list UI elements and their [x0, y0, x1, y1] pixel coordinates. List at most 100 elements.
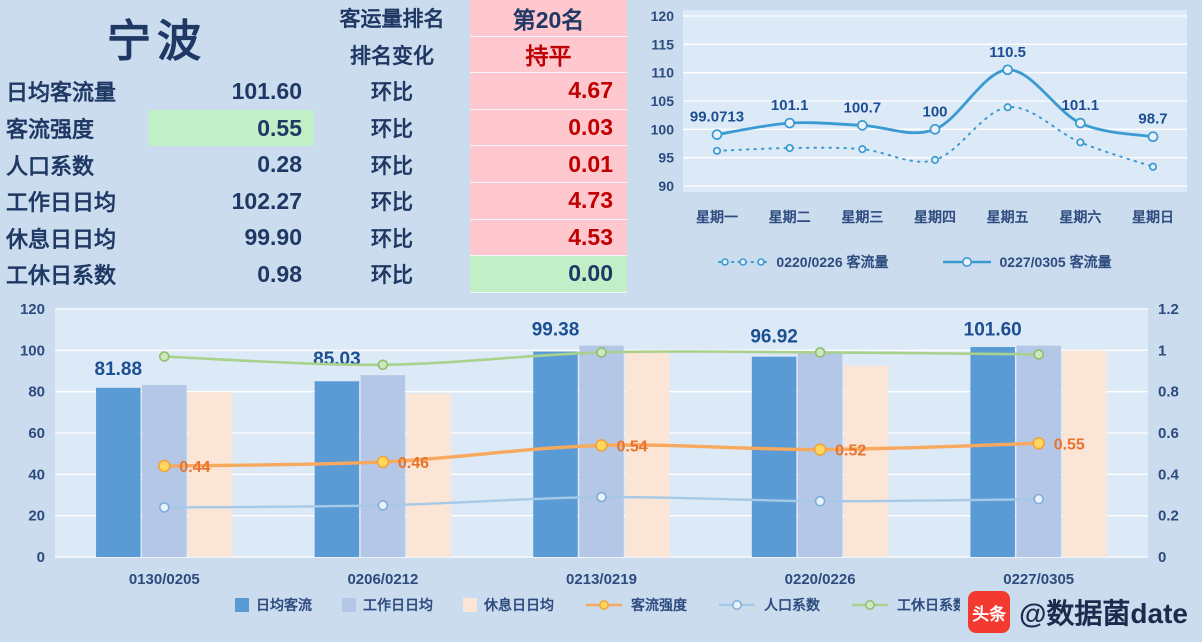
svg-text:星期四: 星期四: [914, 209, 956, 225]
solid-line-icon: [942, 257, 991, 267]
svg-text:星期一: 星期一: [696, 209, 738, 225]
svg-text:星期二: 星期二: [769, 209, 811, 225]
weekly-chart-canvas: 90 95 100 105 110 115 120 星期一 星期二 星期三 星期四 星期五 星期六 星期日…: [651, 8, 1187, 225]
ratio-label: 环比: [371, 264, 413, 288]
legend-item-bar-1: 工作日日均: [342, 595, 433, 615]
stat-label-restday-avg: 休息日日均: [6, 226, 117, 252]
svg-text:100: 100: [20, 342, 45, 359]
stat-label-flow-intensity: 客流强度: [6, 117, 95, 143]
svg-text:0227/0305: 0227/0305: [1003, 571, 1074, 588]
bar-swatch-icon: [235, 598, 249, 612]
ratio-label: 环比: [371, 118, 413, 142]
svg-text:99.0713: 99.0713: [690, 109, 744, 126]
stat-label-population-coef: 人口系数: [6, 153, 95, 179]
legend-item-current-week: 0227/0305 客流量: [941, 252, 1112, 272]
svg-text:星期五: 星期五: [987, 209, 1029, 225]
stat-value-workday-avg: 102.27: [231, 187, 302, 214]
ratio-label: 环比: [371, 81, 413, 105]
ratio-label: 环比: [371, 191, 413, 215]
dotted-line-icon: [718, 258, 769, 266]
svg-text:0130/0205: 0130/0205: [129, 571, 200, 588]
stat-delta-daily-flow: 4.67: [470, 73, 627, 110]
svg-text:100.7: 100.7: [844, 99, 882, 116]
rank-label: 客运量排名: [339, 8, 445, 32]
stat-delta-workday-avg: 4.73: [470, 182, 627, 220]
legend-label: 0227/0305 客流量: [999, 254, 1112, 270]
line-swatch-icon: [719, 600, 755, 610]
svg-text:0.4: 0.4: [1158, 466, 1180, 483]
svg-text:100: 100: [922, 103, 947, 120]
line-swatch-icon: [852, 600, 888, 610]
svg-text:0: 0: [37, 549, 45, 566]
svg-text:星期六: 星期六: [1059, 209, 1101, 225]
svg-text:100: 100: [651, 121, 675, 137]
svg-text:0.52: 0.52: [835, 443, 866, 460]
svg-text:20: 20: [28, 508, 45, 525]
svg-text:40: 40: [28, 466, 45, 483]
legend-label: 人口系数: [764, 597, 820, 613]
city-name: 宁波: [107, 16, 207, 66]
stat-value-population-coef: 0.28: [257, 151, 302, 178]
svg-text:0213/0219: 0213/0219: [566, 571, 637, 588]
rank-change-label: 排名变化: [350, 44, 434, 68]
svg-text:星期三: 星期三: [841, 209, 883, 225]
weekly-line-chart: 90 95 100 105 110 115 120 星期一 星期二 星期三 星期四 星期五 星期六 星期日…: [627, 0, 1202, 295]
legend-item-line-1: 人口系数: [717, 595, 820, 615]
svg-text:0.55: 0.55: [1054, 436, 1085, 453]
line-swatch-icon: [586, 600, 622, 610]
svg-text:96.92: 96.92: [750, 326, 798, 347]
svg-text:90: 90: [658, 178, 674, 194]
legend-label: 客流强度: [631, 597, 687, 613]
svg-text:120: 120: [651, 8, 675, 24]
rank-change-value: 持平: [470, 36, 627, 74]
svg-text:1: 1: [1158, 342, 1166, 359]
stat-label-workrest-coef: 工休日系数: [6, 263, 117, 289]
svg-text:0220/0226: 0220/0226: [785, 571, 856, 588]
svg-text:1.2: 1.2: [1158, 301, 1179, 318]
svg-text:95: 95: [658, 150, 674, 166]
stat-value-restday-avg: 99.90: [244, 224, 302, 251]
legend-item-previous-week: 0220/0226 客流量: [717, 252, 889, 272]
legend-label: 日均客流: [256, 597, 312, 613]
rank-value: 第20名: [470, 0, 627, 37]
toutiao-logo-icon: 头条: [968, 591, 1011, 633]
bar-swatch-icon: [342, 598, 356, 612]
stats-table: 宁波 客运量排名 第20名 排名变化 持平 日均客流量 101.60 环比 4.…: [0, 0, 627, 293]
stat-delta-workrest-coef: 0.00: [470, 256, 627, 293]
svg-text:101.1: 101.1: [771, 97, 809, 114]
legend-label: 0220/0226 客流量: [776, 254, 889, 270]
stat-delta-flow-intensity: 0.03: [470, 109, 627, 147]
legend-label: 工休日系数: [897, 597, 967, 613]
svg-text:99.38: 99.38: [532, 320, 580, 341]
combo-chart-canvas: 0 0 20 0.2 40 0.4 60 0.6 80 0.8 100 1 120 1.2 0130/020…: [20, 301, 1180, 588]
svg-text:0206/0212: 0206/0212: [347, 571, 418, 588]
svg-text:110.5: 110.5: [989, 44, 1026, 61]
legend-label: 工作日日均: [363, 597, 433, 613]
ratio-label: 环比: [371, 154, 413, 178]
svg-text:101.1: 101.1: [1062, 97, 1100, 114]
stat-label-daily-flow: 日均客流量: [6, 80, 117, 106]
stat-delta-restday-avg: 4.53: [470, 219, 627, 257]
legend-item-line-2: 工休日系数: [850, 595, 967, 615]
stat-value-workrest-coef: 0.98: [257, 260, 302, 287]
svg-text:0.6: 0.6: [1158, 425, 1179, 442]
legend-item-line-0: 客流强度: [584, 595, 687, 615]
svg-text:星期日: 星期日: [1132, 209, 1174, 225]
stat-label-workday-avg: 工作日日均: [6, 190, 117, 216]
bar-swatch-icon: [463, 598, 477, 612]
watermark: 头条 @数据菌date: [960, 588, 1202, 642]
stat-delta-population-coef: 0.01: [470, 146, 627, 183]
svg-text:80: 80: [28, 384, 45, 401]
svg-text:81.88: 81.88: [95, 359, 143, 380]
weekly-chart-legend: 0220/0226 客流量 0227/0305 客流量: [627, 252, 1202, 272]
svg-text:0.46: 0.46: [398, 455, 429, 472]
ratio-label: 环比: [371, 227, 413, 251]
legend-label: 休息日日均: [484, 597, 554, 613]
combo-chart-legend: 日均客流 工作日日均 休息日日均 客流强度 人口系数 工休日系数: [0, 595, 1202, 615]
svg-text:60: 60: [28, 425, 45, 442]
svg-text:98.7: 98.7: [1138, 111, 1167, 128]
trend-combo-chart: 0 0 20 0.2 40 0.4 60 0.6 80 0.8 100 1 120 1.2 0130/020…: [0, 295, 1202, 642]
watermark-handle: @数据菌date: [1019, 598, 1188, 629]
svg-text:101.60: 101.60: [964, 320, 1022, 341]
